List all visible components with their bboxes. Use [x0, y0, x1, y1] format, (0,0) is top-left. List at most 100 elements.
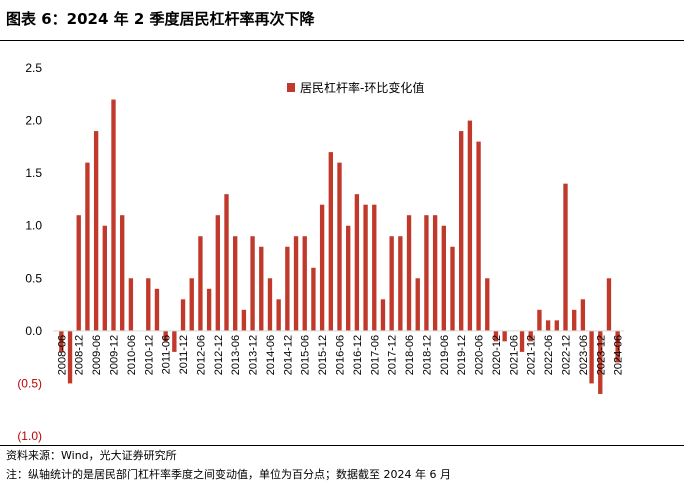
top-rule	[0, 40, 684, 41]
bar-2023-06	[580, 299, 586, 331]
bar-2021-09	[519, 330, 525, 352]
bar-2021-12	[528, 330, 533, 342]
x-tick-label: 2024-06	[613, 335, 625, 375]
bar-2020-06	[476, 141, 481, 331]
bar-2018-06	[406, 215, 412, 331]
bar-2012-03	[189, 278, 194, 331]
x-tick-label: 2014-12	[282, 335, 294, 375]
y-tick-label: (0.5)	[17, 376, 42, 390]
bar-2019-09	[450, 246, 455, 331]
bar-2023-12	[598, 330, 603, 394]
bar-2010-06	[128, 278, 134, 331]
bar-2008-06	[59, 330, 64, 352]
bar-2012-12	[215, 215, 220, 331]
bar-2019-06	[441, 225, 446, 331]
x-tick-label: 2017-06	[369, 335, 381, 375]
bar-2015-03	[293, 236, 299, 331]
bar-2012-06	[198, 236, 203, 331]
bar-2015-09	[311, 267, 316, 331]
bar-2014-09	[276, 299, 281, 331]
bar-2022-09	[554, 320, 559, 331]
bar-2013-03	[224, 194, 229, 331]
bar-2013-06	[233, 236, 238, 331]
y-axis-labels: 2.5 2.0 1.5 1.0 0.5 0.0 (0.5) (1.0)	[17, 61, 42, 443]
x-tick-label: 2010-06	[126, 335, 138, 375]
bars	[59, 99, 620, 394]
x-tick-label: 2014-06	[265, 335, 277, 375]
bar-2011-12	[180, 299, 186, 331]
bar-2014-03	[259, 246, 264, 331]
x-tick-label: 2008-12	[74, 335, 86, 375]
bar-2012-09	[206, 288, 212, 331]
chart-title: 图表 6：2024 年 2 季度居民杠杆率再次下降	[6, 10, 315, 28]
bar-2009-03	[85, 162, 90, 331]
bar-2016-09	[346, 225, 351, 331]
bar-2009-12	[111, 99, 116, 331]
y-tick-label: 1.0	[25, 219, 42, 233]
x-tick-label: 2013-06	[230, 335, 242, 375]
bar-2017-06	[372, 204, 377, 331]
y-tick-label: 2.5	[25, 61, 42, 75]
x-tick-label: 2023-06	[578, 335, 590, 375]
bar-chart: 2.52.01.51.00.50.0(0.5)(1.0) 2008-06 2008…	[17, 61, 625, 443]
bar-2018-09	[415, 278, 420, 331]
bar-2015-06	[302, 236, 307, 331]
bar-2017-09	[380, 299, 386, 331]
x-tick-label: 2008-06	[56, 335, 68, 375]
x-tick-label: 2012-12	[213, 335, 225, 375]
y-tick-label: 0.5	[25, 271, 42, 285]
x-tick-label: 2022-06	[543, 335, 555, 375]
x-tick-label: 2011-12	[178, 335, 190, 375]
bar-2022-06	[545, 320, 551, 331]
bottom-rule	[0, 445, 684, 446]
bar-2018-12	[424, 215, 429, 331]
bar-2020-09	[485, 278, 490, 331]
x-tick-label: 2021-12	[526, 335, 538, 375]
footnote-text: 注：纵轴统计的是居民部门杠杆率季度之间变动值，单位为百分点；数据截至 2024 …	[6, 468, 451, 481]
x-tick-label: 2021-06	[508, 335, 520, 375]
y-tick-label: 0.0	[25, 324, 42, 338]
bar-2008-09	[67, 330, 73, 384]
bar-2011-06	[163, 330, 168, 342]
source-text: 资料来源：Wind，光大证券研究所	[6, 449, 177, 462]
x-tick-label: 2016-06	[335, 335, 347, 375]
x-tick-label: 2018-12	[421, 335, 433, 375]
bar-2010-12	[146, 278, 151, 331]
x-tick-label: 2011-06	[161, 335, 173, 375]
bar-2023-03	[572, 309, 577, 331]
bar-2016-12	[354, 194, 360, 331]
y-tick-label: (1.0)	[17, 429, 42, 443]
x-tick-label: 2009-12	[109, 335, 121, 375]
x-tick-label: 2012-06	[195, 335, 207, 375]
bar-2011-09	[172, 330, 177, 352]
x-tick-label: 2009-06	[91, 335, 103, 375]
bar-2014-06	[267, 278, 273, 331]
bar-2019-03	[432, 215, 438, 331]
bar-2024-03	[606, 278, 612, 331]
bar-2022-03	[537, 309, 542, 331]
bar-2023-09	[589, 330, 594, 384]
x-tick-label: 2016-12	[352, 335, 364, 375]
bar-2016-03	[328, 152, 333, 331]
bar-2013-09	[241, 309, 247, 331]
bar-2016-06	[337, 162, 342, 331]
x-tick-label: 2015-12	[317, 335, 329, 375]
x-tick-label: 2019-12	[456, 335, 468, 375]
x-tick-label: 2019-06	[439, 335, 451, 375]
bar-2018-03	[398, 236, 403, 331]
bar-2017-12	[389, 236, 394, 331]
x-tick-label: 2010-12	[143, 335, 155, 375]
legend-label: 居民杠杆率-环比变化值	[300, 80, 424, 95]
bar-2014-12	[285, 246, 290, 331]
legend: 居民杠杆率-环比变化值	[287, 80, 424, 95]
x-tick-label: 2015-06	[300, 335, 312, 375]
bar-2017-03	[363, 204, 368, 331]
bar-2013-12	[250, 236, 255, 331]
bar-2008-12	[76, 215, 81, 331]
bar-2022-12	[563, 183, 568, 331]
y-tick-label: 1.5	[25, 166, 42, 180]
bar-2019-12	[459, 131, 464, 331]
bar-2009-06	[93, 131, 99, 331]
x-tick-label: 2022-12	[561, 335, 573, 375]
bar-2010-03	[120, 215, 125, 331]
